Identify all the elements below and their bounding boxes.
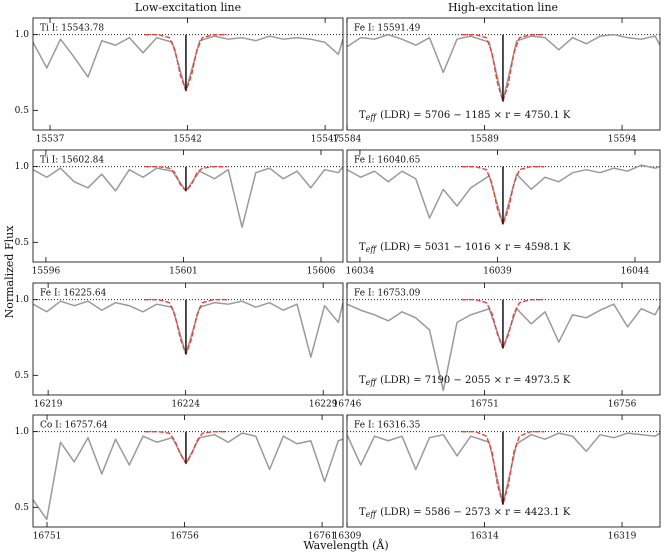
plot-area [33, 298, 343, 358]
x-tick-label: 15589 [470, 135, 499, 145]
x-tick-label: 16319 [608, 532, 637, 542]
line-label: Co I: 16757.64 [40, 421, 108, 431]
spectrum-line [33, 432, 343, 521]
plot-area [33, 33, 343, 92]
y-tick-label: 0.5 [15, 503, 30, 513]
panel-frame [32, 149, 344, 263]
y-tick-label: 0.5 [15, 371, 30, 381]
panel-frame [346, 414, 661, 528]
annotation-subscript: eff [366, 510, 378, 519]
annotation-symbol: T [359, 375, 366, 386]
x-tick-label: 16039 [483, 267, 512, 277]
panel-frame [346, 149, 661, 263]
annotation: Teff (LDR) = 5706 − 1185 × r = 4750.1 K [359, 110, 571, 123]
plot-area [347, 430, 660, 506]
y-tick-label: 0.5 [15, 106, 30, 116]
x-tick-label: 16034 [346, 267, 375, 277]
x-tick-label: 15542 [173, 135, 202, 145]
spectrum-line [347, 33, 660, 102]
x-tick-label: 16229 [309, 400, 338, 410]
annotation-text: (LDR) = 7190 − 2055 × r = 4973.5 K [380, 375, 571, 386]
y-tick-label: 1.0 [15, 427, 30, 437]
annotation: Teff (LDR) = 5031 − 1016 × r = 4598.1 K [359, 242, 571, 255]
x-tick-label: 15596 [32, 267, 61, 277]
annotation-symbol: T [359, 507, 366, 518]
line-label: Fe I: 16316.35 [354, 421, 421, 431]
spectrum-line [347, 164, 660, 225]
panel-frame [32, 414, 344, 528]
line-label: Ti I: 15543.78 [40, 24, 104, 34]
x-tick-label: 16224 [171, 400, 200, 410]
annotation: Teff (LDR) = 5586 − 2573 × r = 4423.1 K [359, 507, 571, 520]
x-tick-label: 15594 [608, 135, 637, 145]
x-tick-label: 15537 [36, 135, 65, 145]
annotation-subscript: eff [366, 113, 378, 122]
annotation-text: (LDR) = 5031 − 1016 × r = 4598.1 K [380, 242, 571, 253]
plot-area [33, 165, 343, 228]
x-tick-label: 16751 [470, 400, 499, 410]
x-tick-label: 16756 [608, 400, 637, 410]
annotation: Teff (LDR) = 7190 − 2055 × r = 4973.5 K [359, 375, 571, 388]
column-title: High-excitation line [448, 1, 558, 14]
annotation-subscript: eff [366, 378, 378, 387]
column-title: Low-excitation line [135, 1, 241, 14]
panel-frame [346, 282, 661, 396]
panel-frame [32, 282, 344, 396]
plot-area [33, 430, 343, 521]
x-tick-label: 15584 [333, 135, 362, 145]
x-tick-label: 16219 [34, 400, 63, 410]
panel-frame [32, 17, 344, 131]
annotation-subscript: eff [366, 245, 378, 254]
panel-frame [346, 17, 661, 131]
x-axis-label: Wavelength (Å) [303, 538, 388, 552]
annotation-symbol: T [359, 242, 366, 253]
plot-area [347, 33, 660, 102]
x-tick-label: 16314 [470, 532, 499, 542]
line-label: Fe I: 15591.49 [354, 24, 421, 34]
y-tick-label: 1.0 [15, 162, 30, 172]
x-tick-label: 16751 [33, 532, 62, 542]
x-tick-label: 15606 [307, 267, 336, 277]
x-tick-label: 15547 [311, 135, 340, 145]
y-tick-label: 1.0 [15, 30, 30, 40]
line-label: Ti I: 15602.84 [40, 156, 104, 166]
y-axis-label: Normalized Flux [3, 225, 16, 319]
plot-area [347, 164, 660, 225]
x-tick-label: 16756 [170, 532, 199, 542]
spectrum-line [33, 35, 343, 92]
x-tick-label: 15601 [169, 267, 198, 277]
annotation-text: (LDR) = 5586 − 2573 × r = 4423.1 K [380, 507, 571, 518]
annotation-text: (LDR) = 5706 − 1185 × r = 4750.1 K [380, 110, 571, 121]
line-label: Fe I: 16753.09 [354, 289, 421, 299]
y-tick-label: 1.0 [15, 295, 30, 305]
y-tick-label: 0.5 [15, 238, 30, 248]
line-label: Fe I: 16225.64 [40, 289, 107, 299]
spectrum-line [33, 300, 343, 358]
fit-curve [461, 165, 545, 225]
x-tick-label: 16746 [333, 400, 362, 410]
plot-area [347, 298, 660, 392]
x-tick-label: 16044 [621, 267, 650, 277]
line-label: Fe I: 16040.65 [354, 156, 421, 166]
spectrum-line [33, 166, 343, 228]
x-tick-label: 16761 [308, 532, 337, 542]
x-tick-label: 16309 [333, 532, 362, 542]
annotation-symbol: T [359, 110, 366, 121]
